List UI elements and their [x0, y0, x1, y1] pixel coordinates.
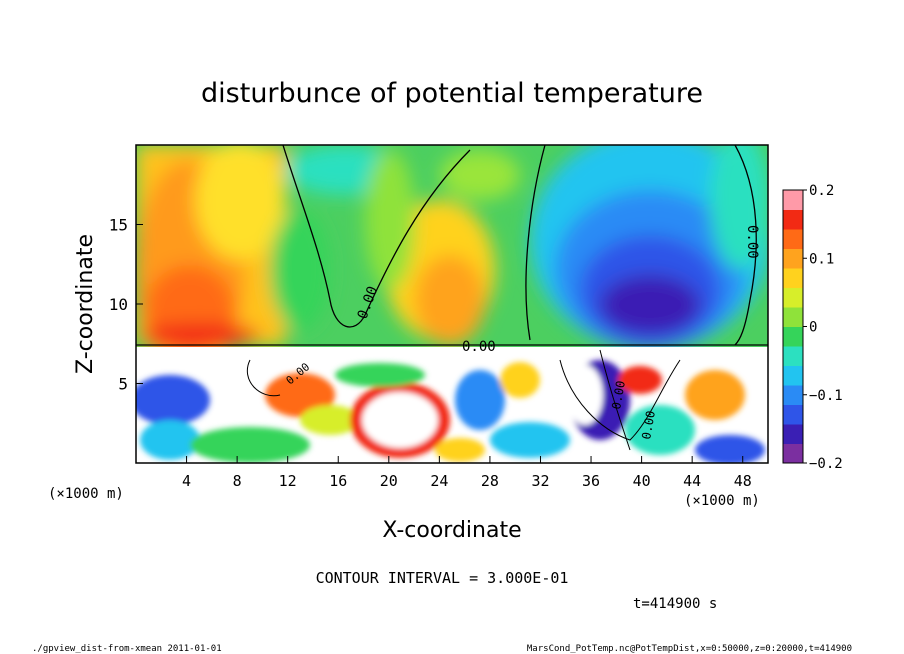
colorbar-swatch [783, 190, 803, 210]
x-tick-label: 24 [430, 472, 448, 490]
x-axis-label: X-coordinate [382, 518, 521, 543]
colorbar-swatch [783, 268, 803, 288]
x-axis-ticks: 4 8 12 16 20 24 28 32 36 40 44 48 [182, 456, 752, 490]
chart-title: disturbunce of potential temperature [201, 78, 703, 109]
colorbar-swatch [783, 307, 803, 327]
y-tick-label: 15 [109, 216, 128, 235]
contour-label: 0.00 [462, 339, 496, 355]
contour-zero-right [525, 145, 757, 346]
y-tick-label: 10 [109, 295, 128, 314]
colorbar-swatch [783, 209, 803, 230]
x-tick-label: 28 [481, 472, 499, 490]
x-tick-label: 8 [233, 472, 242, 490]
x-tick-label: 20 [380, 472, 398, 490]
x-axis-unit-left: (×1000 m) [48, 486, 124, 502]
contour-zero-left [282, 145, 471, 328]
colorbar-swatch [783, 443, 803, 464]
colorbar-swatch [783, 385, 803, 405]
contour-label: 0.00 [639, 410, 658, 441]
x-tick-label: 12 [279, 472, 297, 490]
contour-interval-note: CONTOUR INTERVAL = 3.000E-01 [316, 569, 569, 587]
x-tick-label: 48 [734, 472, 752, 490]
y-axis-label: Z-coordinate [73, 234, 98, 374]
colorbar-swatch [783, 248, 803, 269]
colorbar-swatch [783, 346, 803, 366]
y-axis-ticks: 5 10 15 [109, 216, 143, 394]
colorbar-swatch [783, 424, 803, 444]
colorbar-tick-label: 0.2 [809, 183, 834, 199]
colorbar-tick-label: −0.1 [809, 388, 843, 404]
x-tick-label: 32 [531, 472, 549, 490]
contour-label: 0.00 [744, 225, 760, 259]
contour-label: 0.00 [609, 380, 628, 411]
x-tick-label: 16 [329, 472, 347, 490]
y-tick-label: 5 [118, 375, 128, 394]
x-axis-unit-right: (×1000 m) [684, 493, 760, 509]
colorbar-swatch [783, 287, 803, 308]
colorbar-tick-label: −0.2 [809, 456, 843, 472]
x-tick-label: 36 [582, 472, 600, 490]
footer-right: MarsCond_PotTemp.nc@PotTempDist,x=0:5000… [527, 644, 852, 654]
colorbar-swatch [783, 229, 803, 249]
colorbar-swatch [783, 404, 803, 425]
heatmap-field [136, 145, 768, 463]
x-tick-label: 44 [683, 472, 701, 490]
colorbar-tick-label: 0 [809, 320, 817, 336]
time-label: t=414900 s [633, 596, 717, 612]
x-tick-label: 40 [633, 472, 651, 490]
colorbar-tick-label: 0.1 [809, 251, 834, 267]
colorbar-swatch [783, 326, 803, 347]
footer-left: ./gpview_dist-from-xmean 2011-01-01 [32, 644, 222, 654]
colorbar-swatch [783, 365, 803, 386]
colorbar: 0.2 0.1 0 −0.1 −0.2 [782, 183, 843, 472]
x-tick-label: 4 [182, 472, 191, 490]
